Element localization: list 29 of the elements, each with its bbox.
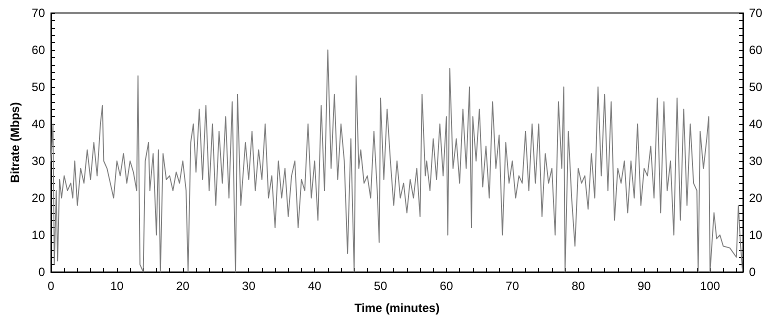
y-tick-label: 20 (32, 191, 46, 205)
y2-tick-label: 0 (749, 265, 756, 279)
x-tick-label: 0 (48, 279, 55, 293)
x-tick-label: 50 (374, 279, 388, 293)
x-tick-label: 70 (506, 279, 520, 293)
x-tick-label: 100 (700, 279, 720, 293)
y2-tick-label: 30 (749, 154, 763, 168)
y-tick-label: 0 (38, 265, 46, 279)
x-axis-title: Time (minutes) (354, 301, 440, 315)
y-tick-label: 30 (32, 154, 46, 168)
y-tick-label: 60 (32, 43, 46, 57)
x-tick-label: 90 (637, 279, 652, 293)
x-tick-label: 60 (440, 279, 454, 293)
y2-tick-label: 60 (749, 43, 763, 57)
y2-tick-label: 10 (749, 228, 763, 242)
x-tick-label: 10 (110, 279, 124, 293)
y-axis-title: Bitrate (Mbps) (8, 102, 22, 183)
y-tick-label: 40 (32, 117, 46, 131)
y2-tick-label: 20 (749, 191, 763, 205)
x-tick-label: 40 (308, 279, 322, 293)
y-tick-label: 10 (32, 228, 46, 242)
y2-tick-label: 70 (749, 6, 763, 20)
x-tick-label: 20 (176, 279, 190, 293)
x-tick-label: 80 (572, 279, 586, 293)
y2-tick-label: 50 (749, 80, 763, 94)
x-tick-label: 30 (242, 279, 256, 293)
y-tick-label: 70 (32, 6, 46, 20)
y2-tick-label: 40 (749, 117, 763, 131)
y-tick-label: 50 (32, 80, 46, 94)
